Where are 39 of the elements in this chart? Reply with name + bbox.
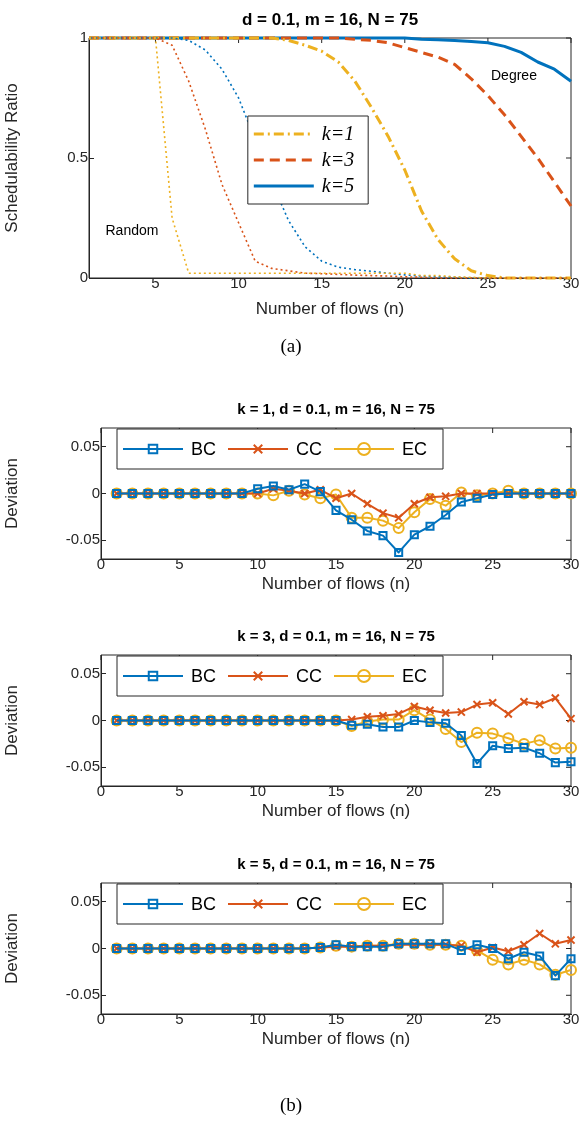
- annotation: Degree: [491, 67, 537, 83]
- annotation: Random: [105, 222, 159, 238]
- y-tick-label: 0.05: [70, 891, 100, 909]
- y-tick-label: 0.05: [70, 436, 100, 454]
- chart-title: k = 3, d = 0.1, m = 16, N = 75: [237, 627, 435, 645]
- y-tick-label: 0: [91, 710, 100, 728]
- legend-label: BC: [191, 665, 217, 686]
- x-axis-title: Number of flows (n): [261, 1029, 411, 1049]
- legend-label: EC: [402, 665, 428, 686]
- y-tick-label: 1: [79, 28, 88, 46]
- text: (a): [280, 335, 302, 357]
- legend-label: k=5: [321, 174, 355, 197]
- legend-label: CC: [296, 438, 322, 459]
- y-tick-label: -0.05: [65, 757, 100, 775]
- chart-title: k = 5, d = 0.1, m = 16, N = 75: [237, 855, 435, 873]
- legend-label: BC: [191, 893, 217, 914]
- y-tick-label: 0: [91, 483, 100, 501]
- y-tick-label: -0.05: [65, 530, 100, 548]
- legend-label: CC: [296, 893, 322, 914]
- y-axis-title: Deviation: [1, 913, 21, 984]
- legend-label: k=1: [321, 122, 355, 145]
- legend-label: EC: [402, 438, 428, 459]
- y-tick-label: 0: [91, 938, 100, 956]
- y-axis-title: Schedulability Ratio: [1, 83, 21, 233]
- x-axis-title: Number of flows (n): [255, 299, 405, 319]
- legend-label: k=3: [321, 148, 355, 171]
- y-axis-title: Deviation: [1, 458, 21, 529]
- legend-label: EC: [402, 893, 428, 914]
- chart-title: d = 0.1, m = 16, N = 75: [241, 9, 419, 29]
- y-tick-label: 0.05: [70, 663, 100, 681]
- x-axis-title: Number of flows (n): [261, 801, 411, 821]
- y-tick-label: -0.05: [65, 985, 100, 1003]
- y-tick-label: 0.5: [67, 148, 88, 166]
- legend-label: CC: [296, 665, 322, 686]
- y-axis-title: Deviation: [1, 685, 21, 756]
- legend-label: BC: [191, 438, 217, 459]
- text: (b): [280, 1094, 303, 1116]
- x-axis-title: Number of flows (n): [261, 574, 411, 594]
- chart-title: k = 1, d = 0.1, m = 16, N = 75: [237, 400, 435, 418]
